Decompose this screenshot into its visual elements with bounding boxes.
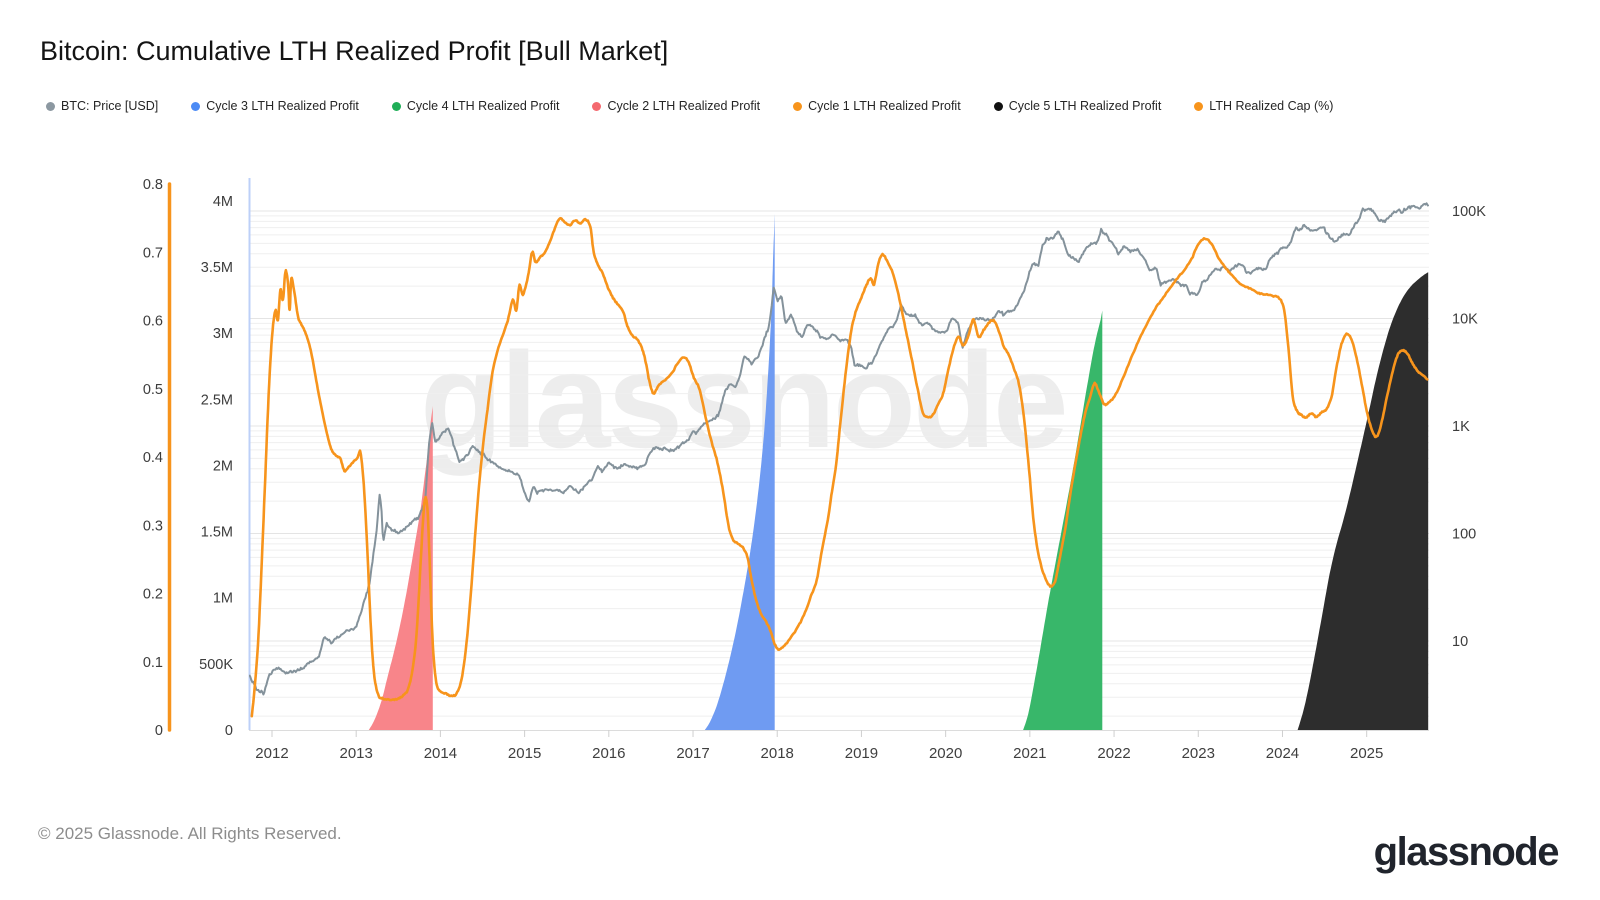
series-color-dot-icon (46, 101, 55, 111)
glassnode-watermark: glassnode (420, 324, 1069, 476)
series-color-dot-icon (793, 101, 803, 111)
svg-text:4M: 4M (213, 194, 233, 210)
svg-text:2M: 2M (213, 458, 233, 474)
svg-text:2012: 2012 (255, 745, 288, 762)
svg-text:2021: 2021 (1013, 745, 1046, 762)
svg-text:10K: 10K (1452, 312, 1478, 328)
svg-text:2015: 2015 (508, 745, 541, 762)
svg-text:0: 0 (155, 723, 163, 739)
svg-text:2017: 2017 (676, 745, 709, 762)
svg-text:0.5: 0.5 (143, 382, 163, 398)
svg-text:2.5M: 2.5M (201, 392, 233, 408)
svg-text:10: 10 (1452, 634, 1468, 650)
legend-item-cycle4[interactable]: Cycle 4 LTH Realized Profit (391, 99, 559, 113)
svg-text:2025: 2025 (1350, 745, 1383, 762)
svg-text:0: 0 (225, 723, 233, 739)
legend-item-cycle3[interactable]: Cycle 3 LTH Realized Profit (191, 99, 359, 113)
svg-text:0.6: 0.6 (143, 314, 163, 330)
glassnode-logo[interactable]: glassnode (1373, 830, 1560, 874)
chart-legend: BTC: Price [USD] Cycle 3 LTH Realized Pr… (46, 99, 1333, 113)
series-color-dot-icon (391, 101, 401, 111)
svg-text:2020: 2020 (929, 745, 962, 762)
svg-text:2022: 2022 (1097, 745, 1130, 762)
svg-text:100: 100 (1452, 527, 1476, 543)
svg-text:1M: 1M (213, 591, 233, 607)
series-color-dot-icon (1194, 101, 1204, 111)
page-title: Bitcoin: Cumulative LTH Realized Profit … (40, 36, 669, 66)
svg-text:2014: 2014 (424, 745, 457, 762)
svg-text:3.5M: 3.5M (201, 260, 233, 276)
legend-item-cycle2[interactable]: Cycle 2 LTH Realized Profit (592, 99, 760, 113)
svg-text:3M: 3M (213, 326, 233, 342)
svg-text:2024: 2024 (1266, 745, 1299, 762)
svg-text:0.3: 0.3 (143, 518, 163, 534)
svg-text:0.4: 0.4 (143, 450, 163, 466)
series-color-dot-icon (993, 101, 1003, 111)
series-color-dot-icon (191, 101, 201, 111)
svg-text:1K: 1K (1452, 419, 1470, 435)
svg-text:2019: 2019 (845, 745, 878, 762)
svg-text:1.5M: 1.5M (201, 525, 233, 541)
copyright-text: © 2025 Glassnode. All Rights Reserved. (38, 824, 342, 843)
legend-item-cycle1[interactable]: Cycle 1 LTH Realized Profit (793, 99, 961, 113)
svg-text:2023: 2023 (1182, 745, 1215, 762)
series-color-dot-icon (592, 101, 602, 111)
legend-item-lth-realized-cap[interactable]: LTH Realized Cap (%) (1194, 99, 1333, 113)
svg-text:2018: 2018 (761, 745, 794, 762)
svg-text:0.7: 0.7 (143, 245, 163, 261)
svg-text:2013: 2013 (340, 745, 373, 762)
svg-text:0.8: 0.8 (143, 177, 163, 193)
svg-text:0.1: 0.1 (143, 655, 163, 671)
svg-text:500K: 500K (199, 657, 233, 673)
svg-text:2016: 2016 (592, 745, 625, 762)
legend-item-btc-price[interactable]: BTC: Price [USD] (46, 99, 158, 113)
svg-text:100K: 100K (1452, 204, 1486, 220)
chart-plot-area[interactable]: 2012 2013 2014 2015 2016 2017 2018 2019 2020 2021… (0, 0, 1600, 800)
legend-item-cycle5[interactable]: Cycle 5 LTH Realized Profit (993, 99, 1161, 113)
svg-text:0.2: 0.2 (143, 587, 163, 603)
